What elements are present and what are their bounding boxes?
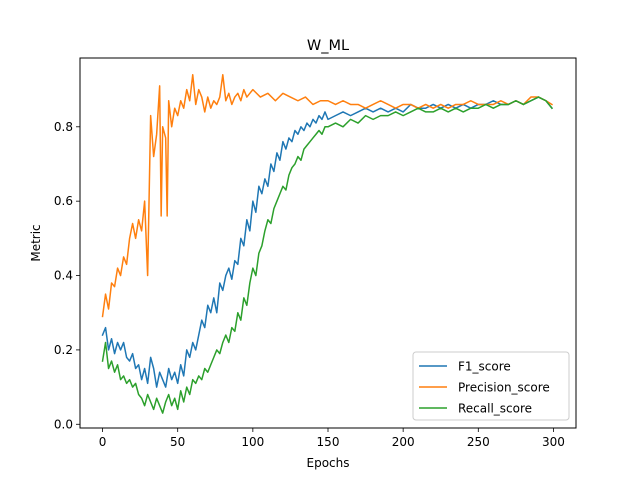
x-tick-label: 50 xyxy=(170,435,185,449)
y-tick-label: 0.6 xyxy=(54,194,73,208)
x-tick-label: 0 xyxy=(99,435,107,449)
y-tick-label: 0.4 xyxy=(54,269,73,283)
x-axis-label: Epochs xyxy=(307,456,350,470)
series-line-recall-score xyxy=(101,96,554,414)
legend-label: Precision_score xyxy=(458,381,550,395)
legend: F1_score Precision_score Recall_score xyxy=(412,351,570,421)
y-tick-label: 0.0 xyxy=(54,417,73,431)
y-tick-label: 0.8 xyxy=(54,120,73,134)
y-tick-label: 0.2 xyxy=(54,343,73,357)
legend-label: Recall_score xyxy=(458,402,532,416)
y-axis-label: Metric xyxy=(29,224,43,261)
chart-title: W_ML xyxy=(307,38,349,54)
series-line-precision-score xyxy=(101,73,553,318)
x-tick-label: 150 xyxy=(317,435,340,449)
legend-label: F1_score xyxy=(458,360,511,374)
x-tick-label: 100 xyxy=(241,435,264,449)
legend-frame xyxy=(412,351,570,421)
series-line-f1-score xyxy=(101,96,554,388)
x-tick-label: 250 xyxy=(467,435,490,449)
x-axis-ticks: 0 50 100 150 200 250 300 xyxy=(99,428,565,449)
series-layer xyxy=(101,73,554,414)
x-tick-label: 300 xyxy=(542,435,565,449)
y-axis-ticks: 0.0 0.2 0.4 0.6 0.8 xyxy=(54,120,80,431)
x-tick-label: 200 xyxy=(392,435,415,449)
